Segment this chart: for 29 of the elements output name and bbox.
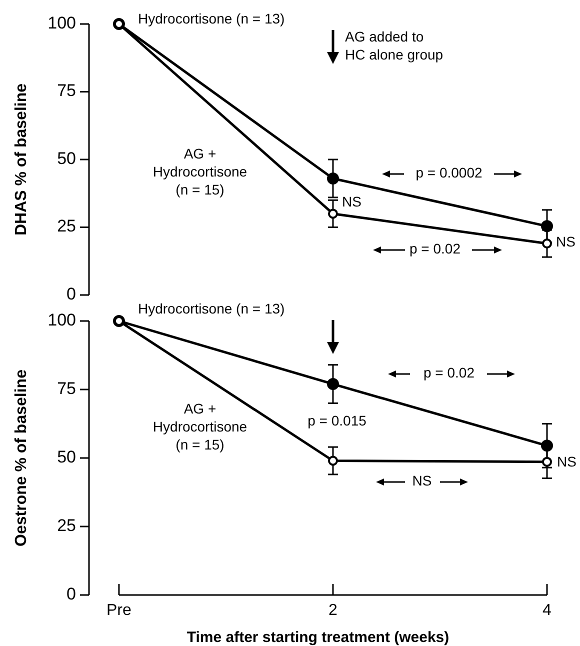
y-tick-label: 75 [57,378,76,398]
y-tick-label: 0 [66,584,76,604]
text: NS [557,454,576,470]
y-tick-label: 100 [48,310,76,330]
series-label: AG + Hydrocortisone (n = 15) [152,146,248,198]
text: NS [556,234,576,250]
x-tick-label: 2 [328,602,338,620]
y-tick-label: 50 [57,447,76,466]
y-axis-title: DHAS % of baseline [13,83,30,236]
annotation: p = 0.015 [308,412,367,429]
annotation: p = 0.02 [424,364,475,381]
y-tick-label: 75 [57,81,76,100]
y-axis-title: Oestrone % of baseline [13,369,30,546]
y-tick-label: 0 [66,284,76,304]
series-label: Hydrocortisone (n = 13) [138,10,285,27]
y-tick-label: 25 [57,516,76,535]
annotation: p = 0.0002 [416,164,482,181]
x-tick-label: 4 [542,602,552,620]
annotation: NS [412,472,432,489]
y-tick-label: 25 [57,216,76,236]
x-tick-label: Pre [106,602,132,620]
series-label: AG + Hydrocortisone (n = 15) [152,400,248,453]
annotation: p = 0.02 [410,240,461,257]
x-axis-title: Time after starting treatment (weeks) [186,628,450,646]
annotation: AG added to HC alone group [345,28,444,63]
y-tick-label: 100 [48,13,76,32]
y-tick-label: 50 [57,148,76,168]
series-label: Hydrocortisone (n = 13) [138,300,285,317]
annotation: NS [342,194,362,210]
